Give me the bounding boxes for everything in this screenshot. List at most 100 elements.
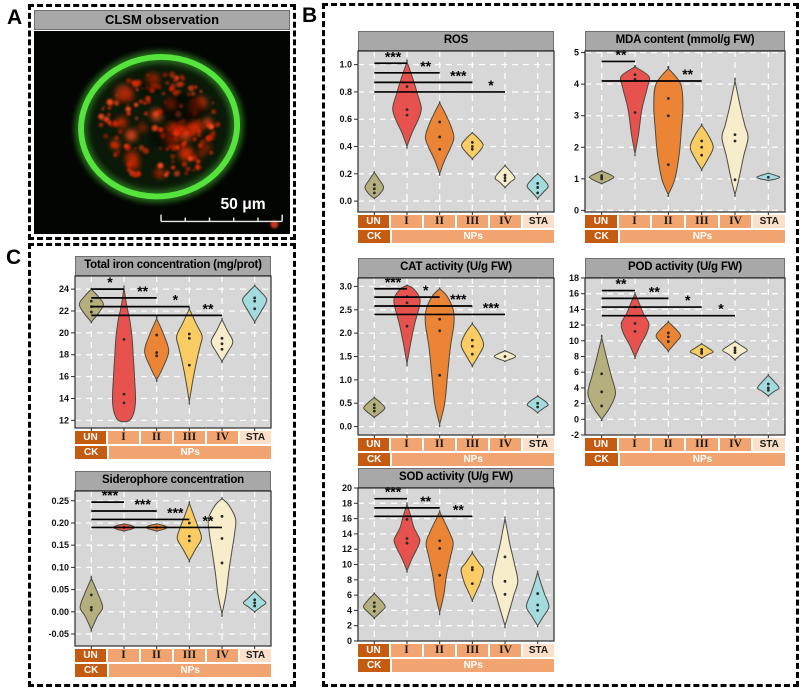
violin-III [460, 322, 485, 368]
category-cell-IV: IV [719, 215, 752, 228]
significance-stars: ** [682, 66, 693, 82]
y-tick-label: 16 [59, 372, 69, 382]
category-cell-II: II [652, 215, 685, 228]
data-point [600, 390, 604, 394]
panel-b-box [322, 3, 799, 687]
data-point [666, 331, 670, 335]
data-point [155, 354, 159, 358]
significance-stars: *** [134, 496, 151, 512]
data-point [470, 338, 474, 342]
y-tick-label: 12 [59, 415, 69, 425]
data-point [187, 336, 191, 340]
y-tick-label: 2.0 [339, 328, 352, 338]
data-point [733, 348, 737, 352]
category-cell-I: I [391, 644, 422, 657]
scale-bar-label: 50 μm [221, 196, 266, 213]
data-point [405, 537, 409, 540]
y-tick-label: 1.5 [339, 352, 352, 362]
category-cell-I: I [618, 215, 651, 228]
data-point [438, 373, 442, 377]
data-point [122, 401, 126, 405]
group-cell-NPs: NPs [392, 230, 554, 243]
significance-stars: * [685, 292, 691, 308]
data-point [600, 404, 604, 408]
significance-stars: * [107, 274, 113, 290]
significance-stars: ** [203, 512, 214, 528]
significance-marks: ** ** [601, 46, 702, 82]
group-cell-NPs: NPs [109, 446, 271, 459]
category-cell-II: II [424, 438, 455, 451]
data-point [253, 601, 257, 605]
category-cell-STA: STA [523, 215, 554, 228]
category-cell-STA: STA [240, 649, 271, 662]
y-tick-label: -2 [571, 430, 579, 440]
category-cell-I: I [618, 438, 651, 451]
data-point [733, 346, 737, 350]
panel-c-label: C [6, 246, 22, 269]
y-tick-label: 0.5 [339, 398, 352, 408]
data-point [372, 605, 376, 608]
significance-stars: ** [203, 300, 214, 316]
data-point [405, 517, 409, 521]
data-point [733, 351, 737, 354]
data-point [470, 141, 474, 144]
significance-stars: ** [616, 276, 627, 292]
category-strip: UN I II III IV STA CK NPs [75, 649, 271, 677]
cell-wall-ring [78, 54, 241, 200]
y-tick-label: 22 [59, 306, 69, 316]
significance-stars: *** [102, 487, 119, 503]
y-tick-label: 3.0 [339, 281, 352, 291]
data-point [438, 329, 442, 333]
category-strip: UN I II III IV STA CK NPs [75, 431, 271, 459]
violin-IV [491, 516, 519, 629]
category-cell-UN: UN [75, 431, 106, 444]
data-point [536, 405, 540, 409]
group-cell-CK: CK [75, 664, 108, 677]
category-cell-UN: UN [358, 438, 389, 451]
data-point [122, 392, 126, 396]
data-point [470, 352, 474, 356]
group-cell-CK: CK [75, 446, 108, 459]
violin-UN [587, 334, 617, 422]
category-cell-UN: UN [358, 215, 389, 228]
category-strip: UN I II III IV STA CK NPs [585, 215, 786, 243]
violin-chart-cat: CAT activity (U/g FW) *** * *** *** 0.0 0.5 1.0… [338, 258, 555, 466]
y-tick-label: 20 [342, 483, 352, 493]
category-cell-I: I [391, 215, 422, 228]
significance-stars: * [718, 301, 724, 317]
category-cell-UN: UN [358, 644, 389, 657]
group-cell-CK: CK [585, 230, 618, 243]
data-point [187, 332, 191, 336]
chart-title-mda: MDA content (mmol/g FW) [585, 31, 785, 51]
category-cell-III: III [686, 215, 718, 228]
significance-marks: ****** [601, 276, 735, 317]
panel-b-label: B [302, 4, 318, 27]
y-tick-label: 18 [569, 273, 579, 283]
category-cell-IV: IV [207, 649, 238, 662]
data-point [766, 388, 770, 392]
data-point [470, 582, 474, 586]
data-point [405, 541, 409, 545]
y-tick-label: 3 [574, 111, 579, 121]
y-tick-label: 6 [574, 367, 579, 377]
y-tick-label: 4 [574, 79, 579, 89]
chart-plot-siderophore: ********* **-0.050.000.050.100.150.200.25 [48, 487, 272, 649]
data-point [633, 73, 637, 77]
category-cell-IV: IV [490, 438, 521, 451]
data-point [700, 348, 704, 351]
data-point [438, 120, 442, 124]
data-point [253, 299, 257, 303]
data-point [438, 573, 442, 577]
data-point [438, 547, 442, 550]
data-point [405, 85, 409, 88]
y-tick-label: 12 [569, 320, 579, 330]
data-point [155, 333, 159, 337]
violin-IV [210, 317, 234, 363]
data-point [89, 605, 93, 609]
violin-UN [79, 576, 104, 632]
data-point [372, 406, 376, 410]
